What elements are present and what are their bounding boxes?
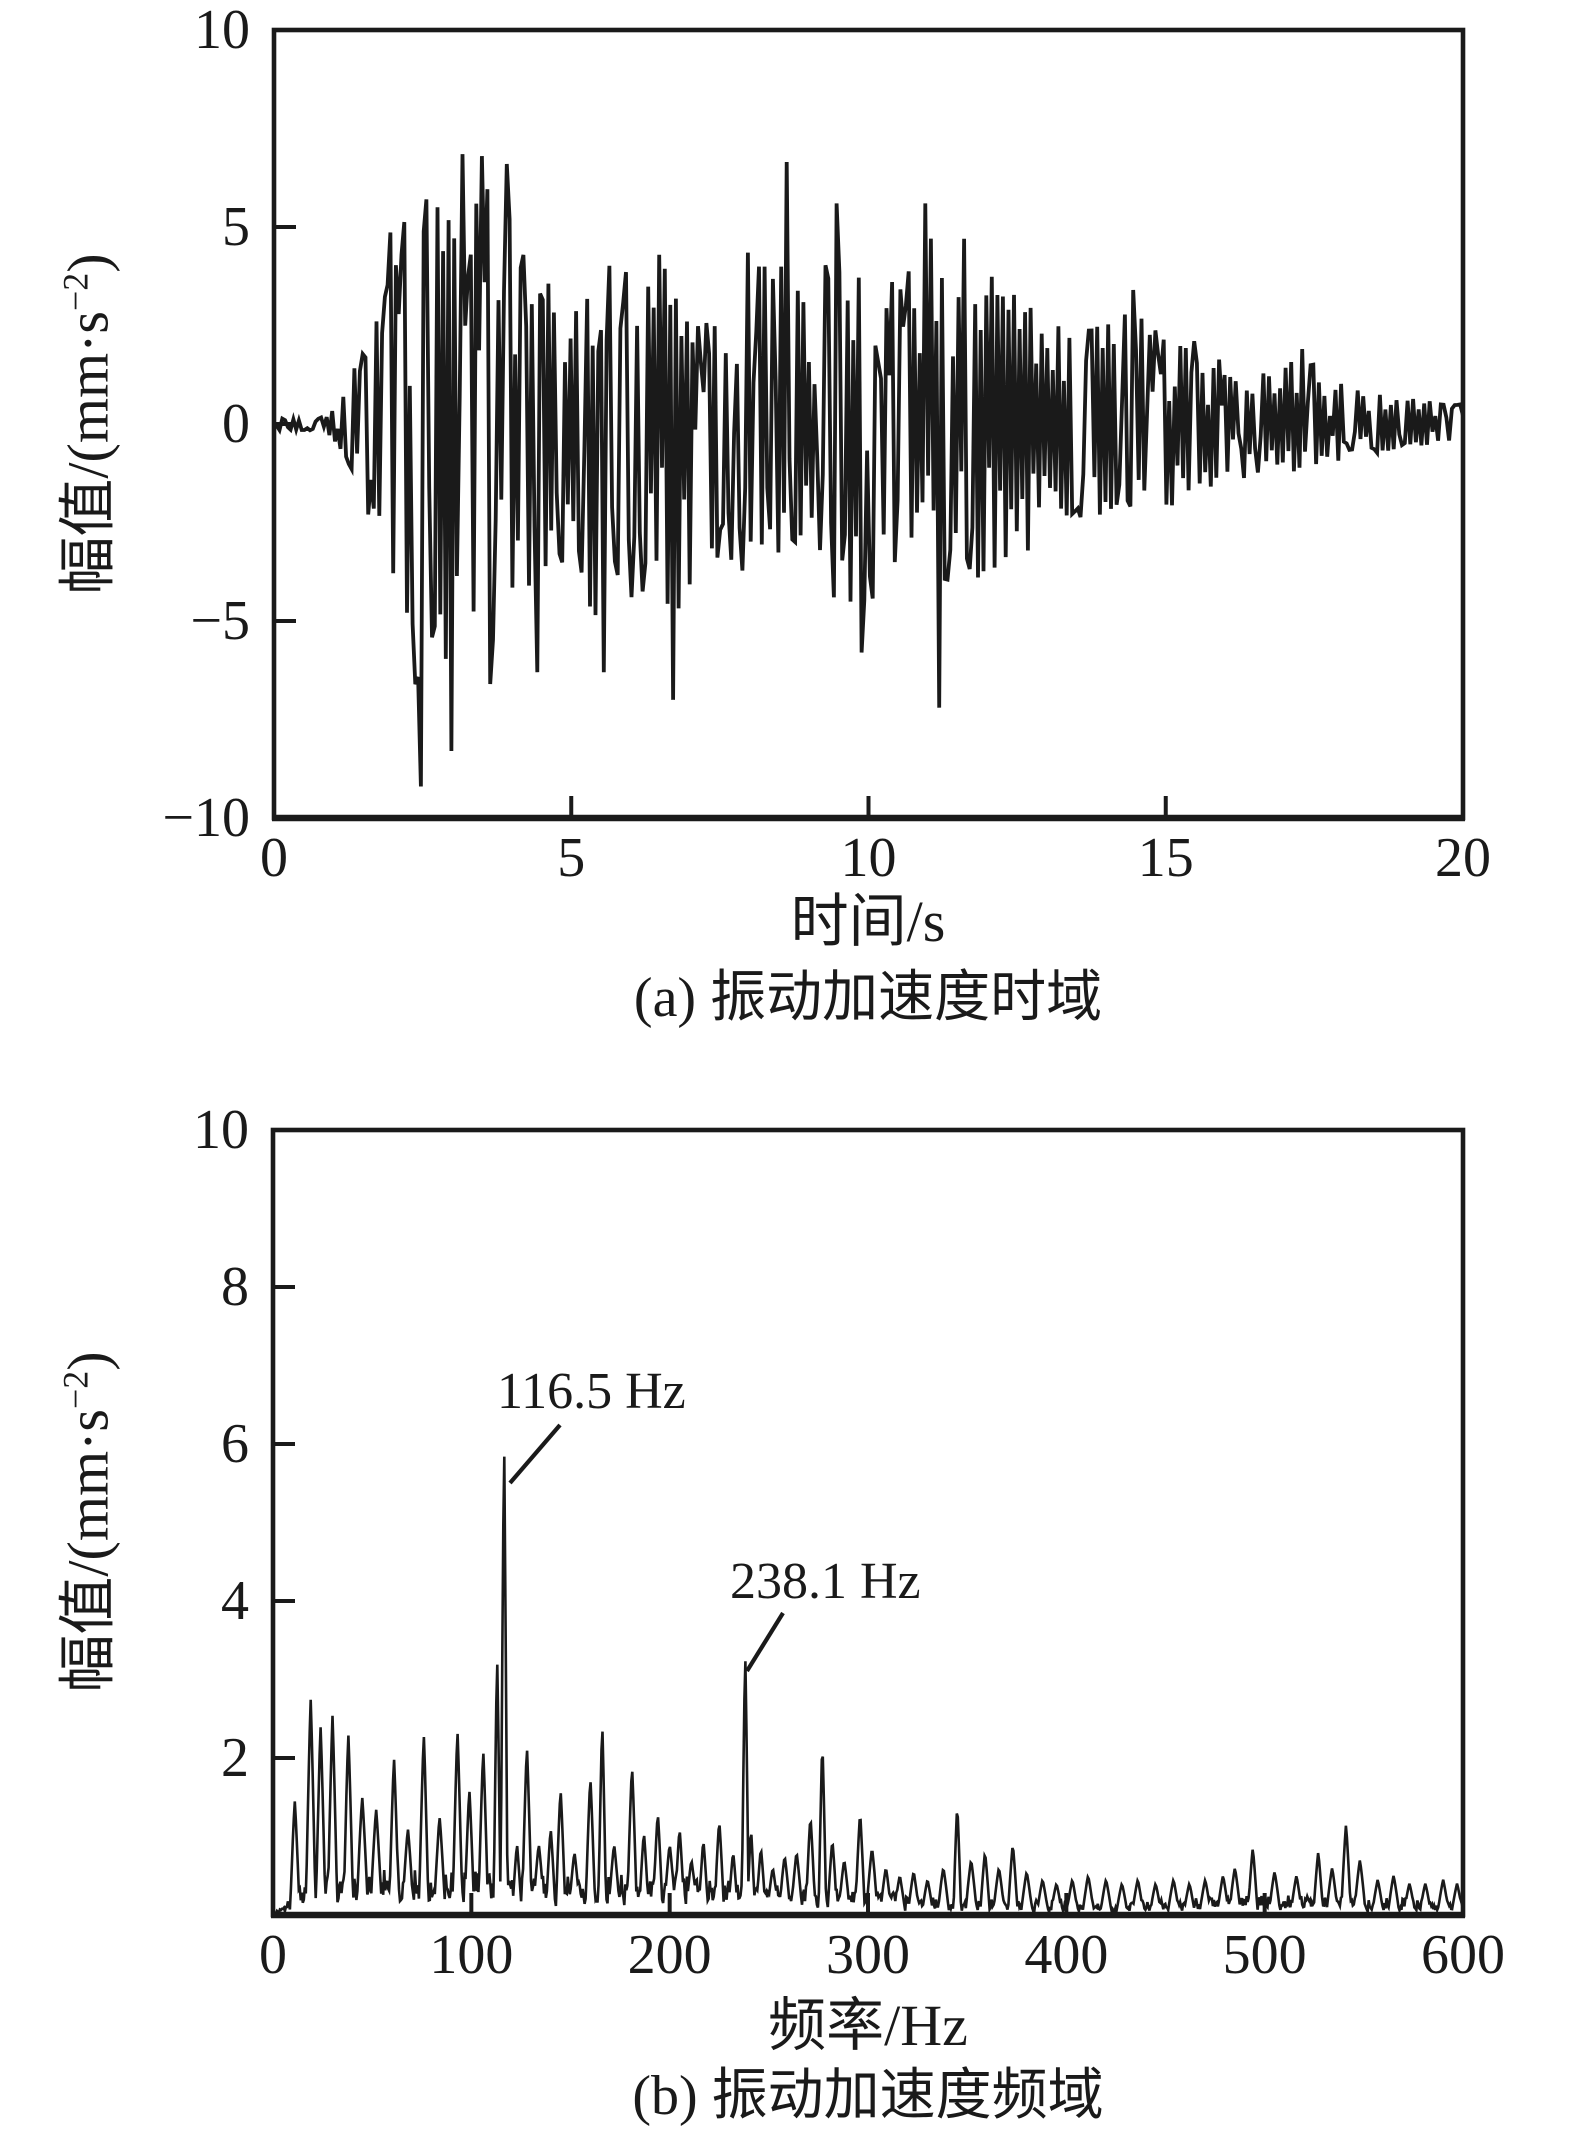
ylabel-close: ) bbox=[55, 1351, 121, 1371]
panel-a-ytick-label: 0 bbox=[222, 393, 250, 455]
panel-b-caption: (b) 振动加速度频域 bbox=[632, 2065, 1104, 2127]
peak-annotation-238: 238.1 Hz bbox=[730, 1553, 921, 1610]
panel-a-xlabel: 时间/s bbox=[790, 889, 946, 954]
panel-b-xtick-label: 500 bbox=[1222, 1924, 1307, 1986]
panel-b-ytick-label: 10 bbox=[193, 1099, 249, 1161]
panel-b-xtick-label: 400 bbox=[1024, 1924, 1109, 1986]
frequency-spectrum-line bbox=[271, 1456, 1465, 1917]
panel-a-xtick-label: 20 bbox=[1435, 827, 1491, 889]
annotation-leader-line-238 bbox=[745, 1611, 785, 1673]
panel-a-ytick-label: 10 bbox=[194, 0, 250, 61]
panel-b-ytick-label: 8 bbox=[221, 1256, 249, 1318]
panel-a-ytick-label: −5 bbox=[190, 590, 250, 652]
panel-a-ytick-label: 5 bbox=[222, 196, 250, 258]
panel-b-xtick-label: 0 bbox=[259, 1924, 287, 1986]
ylabel-superscript: −2 bbox=[55, 1370, 96, 1410]
panel-a-ytick-label: −10 bbox=[162, 787, 250, 849]
panel-a-xtick-label: 5 bbox=[557, 827, 586, 889]
peak-annotation-116: 116.5 Hz bbox=[497, 1363, 686, 1420]
panel-b-ylabel: 幅值/(mm·s−2) bbox=[55, 1351, 120, 1692]
panel-b-xlabel: 频率/Hz bbox=[768, 1993, 968, 2058]
panel-b-ytick-label: 6 bbox=[221, 1413, 249, 1475]
panel-a-xtick-label: 0 bbox=[260, 827, 288, 889]
panel-b-xtick-label: 100 bbox=[429, 1924, 514, 1986]
panel-b-xtick-label: 200 bbox=[627, 1924, 712, 1986]
panel-b-xtick-label: 300 bbox=[826, 1924, 910, 1986]
panel-b-frame bbox=[270, 1127, 1466, 1918]
panel-a-caption: (a) 振动加速度时域 bbox=[633, 967, 1103, 1029]
panel-a-xtick-label: 10 bbox=[840, 827, 897, 889]
panel-b-ytick-label: 2 bbox=[221, 1727, 249, 1789]
annotation-leader-line-116 bbox=[508, 1423, 562, 1485]
panel-a-xtick-label: 15 bbox=[1137, 827, 1194, 889]
panel-b-xtick-label: 600 bbox=[1421, 1924, 1505, 1986]
ylabel-text: 幅值/(mm·s bbox=[55, 1409, 121, 1693]
panel-b-ytick-label: 4 bbox=[221, 1570, 249, 1632]
